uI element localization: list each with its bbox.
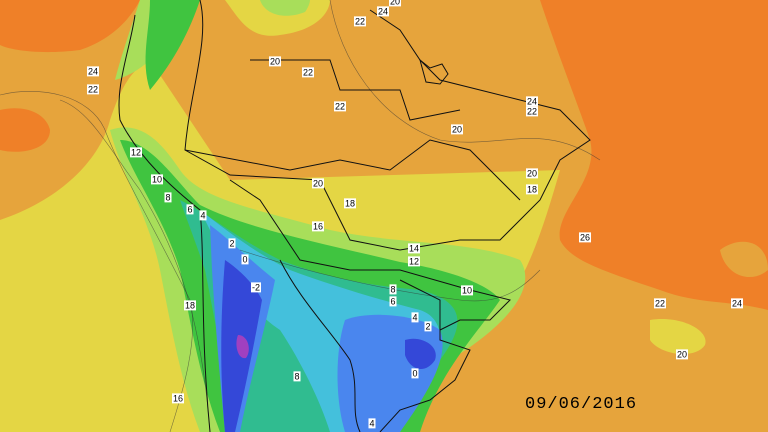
contour-label: 0 [242, 254, 247, 264]
contour-label: 22 [355, 16, 365, 26]
contour-label: 26 [580, 232, 590, 242]
date-stamp: 09/06/2016 [525, 395, 637, 414]
label-background [730, 298, 744, 309]
label-background [311, 178, 325, 189]
contour-label: 22 [88, 84, 98, 94]
label-background [353, 16, 367, 27]
label-background [129, 147, 143, 158]
contour-label: 20 [677, 349, 687, 359]
label-background [460, 285, 474, 296]
label-background [301, 67, 315, 78]
contour-label: 24 [88, 66, 98, 76]
label-background [389, 296, 397, 307]
label-background [424, 321, 432, 332]
label-background [653, 298, 667, 309]
contour-label: 24 [527, 96, 537, 106]
contour-label: 2 [229, 238, 234, 248]
label-background [150, 174, 164, 185]
contour-label: 16 [313, 221, 323, 231]
label-background [525, 106, 539, 117]
label-background [268, 56, 282, 67]
contour-label: 14 [409, 243, 419, 253]
contour-label: 12 [131, 147, 141, 157]
label-background [525, 96, 539, 107]
label-background [411, 312, 419, 323]
contour-label: 22 [655, 298, 665, 308]
label-background [407, 243, 421, 254]
contour-label: 20 [452, 124, 462, 134]
contour-label: 18 [185, 300, 195, 310]
contour-label: 18 [527, 184, 537, 194]
contour-label: 24 [378, 6, 388, 16]
label-background [525, 168, 539, 179]
contour-label: 10 [152, 174, 162, 184]
contour-label: 6 [390, 296, 395, 306]
contour-label: 10 [462, 285, 472, 295]
contour-label: 22 [527, 106, 537, 116]
contour-label: 12 [409, 256, 419, 266]
label-background [86, 84, 100, 95]
contour-label: 4 [412, 312, 417, 322]
contour-label: 2 [425, 321, 430, 331]
label-background [171, 393, 185, 404]
contour-label: -2 [252, 282, 260, 292]
label-background [675, 349, 689, 360]
contour-label: 8 [165, 192, 170, 202]
label-background [389, 284, 397, 295]
label-background [525, 184, 539, 195]
label-background [407, 256, 421, 267]
contour-label: 18 [345, 198, 355, 208]
label-background [368, 418, 376, 429]
label-background [311, 221, 325, 232]
label-background [228, 238, 236, 249]
label-background [343, 198, 357, 209]
label-background [86, 66, 100, 77]
label-background [250, 282, 262, 293]
label-background [186, 204, 194, 215]
contour-label: 20 [390, 0, 400, 6]
label-background [578, 232, 592, 243]
label-background [388, 0, 402, 7]
label-background [333, 101, 347, 112]
contour-label: 20 [270, 56, 280, 66]
contour-label: 22 [335, 101, 345, 111]
label-background [411, 368, 419, 379]
label-background [450, 124, 464, 135]
contour-label: 0 [412, 368, 417, 378]
label-background [376, 6, 390, 17]
label-background [164, 192, 172, 203]
label-background [183, 300, 197, 311]
label-background [241, 254, 249, 265]
contour-label: 20 [527, 168, 537, 178]
label-background [199, 210, 207, 221]
contour-label: 4 [369, 418, 374, 428]
contour-label: 6 [187, 204, 192, 214]
contour-label: 22 [303, 67, 313, 77]
isolines [0, 0, 601, 432]
contour-label: 16 [173, 393, 183, 403]
contour-label: 20 [313, 178, 323, 188]
contour-label: 4 [200, 210, 205, 220]
contour-label: 24 [732, 298, 742, 308]
contour-label: 8 [294, 371, 299, 381]
contour-label: 8 [390, 284, 395, 294]
label-background [293, 371, 301, 382]
